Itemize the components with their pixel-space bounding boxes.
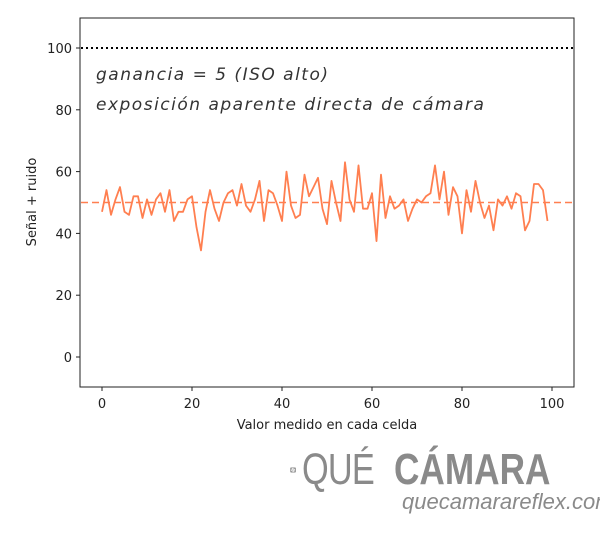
camera-shutter-icon — [290, 467, 296, 473]
logo-brand-light: QUÉ — [302, 445, 375, 494]
x-tick-label: 40 — [274, 397, 291, 412]
quecamara-logo: QUÉ CÁMARA quecamarareflex.com — [290, 445, 600, 527]
y-tick-label: 60 — [55, 166, 72, 181]
x-tick-label: 20 — [184, 397, 201, 412]
logo-brand-bold: CÁMARA — [394, 445, 551, 494]
x-axis-ticks: 0 20 40 60 80 100 — [98, 387, 565, 412]
logo-url: quecamarareflex.com — [402, 489, 600, 514]
x-tick-label: 0 — [98, 397, 106, 412]
y-tick-label: 80 — [55, 104, 72, 119]
x-tick-label: 80 — [454, 397, 471, 412]
signal-noise-line — [101, 161, 549, 252]
annotation-exposure: exposición aparente directa de cámara — [96, 95, 485, 115]
x-axis-label: Valor medido en cada celda — [237, 418, 418, 433]
y-axis-ticks: 0 20 40 60 80 100 — [47, 42, 80, 366]
x-tick-label: 60 — [364, 397, 381, 412]
y-tick-label: 40 — [55, 227, 72, 242]
y-tick-label: 100 — [47, 42, 72, 57]
y-tick-label: 0 — [64, 351, 72, 366]
x-tick-label: 100 — [540, 397, 565, 412]
annotation-gain: ganancia = 5 (ISO alto) — [96, 65, 330, 85]
y-axis-label: Señal + ruido — [25, 158, 40, 247]
line-chart: 0 20 40 60 80 100 0 20 40 60 80 100 Valor medido e… — [25, 17, 575, 433]
y-tick-label: 20 — [55, 289, 72, 304]
